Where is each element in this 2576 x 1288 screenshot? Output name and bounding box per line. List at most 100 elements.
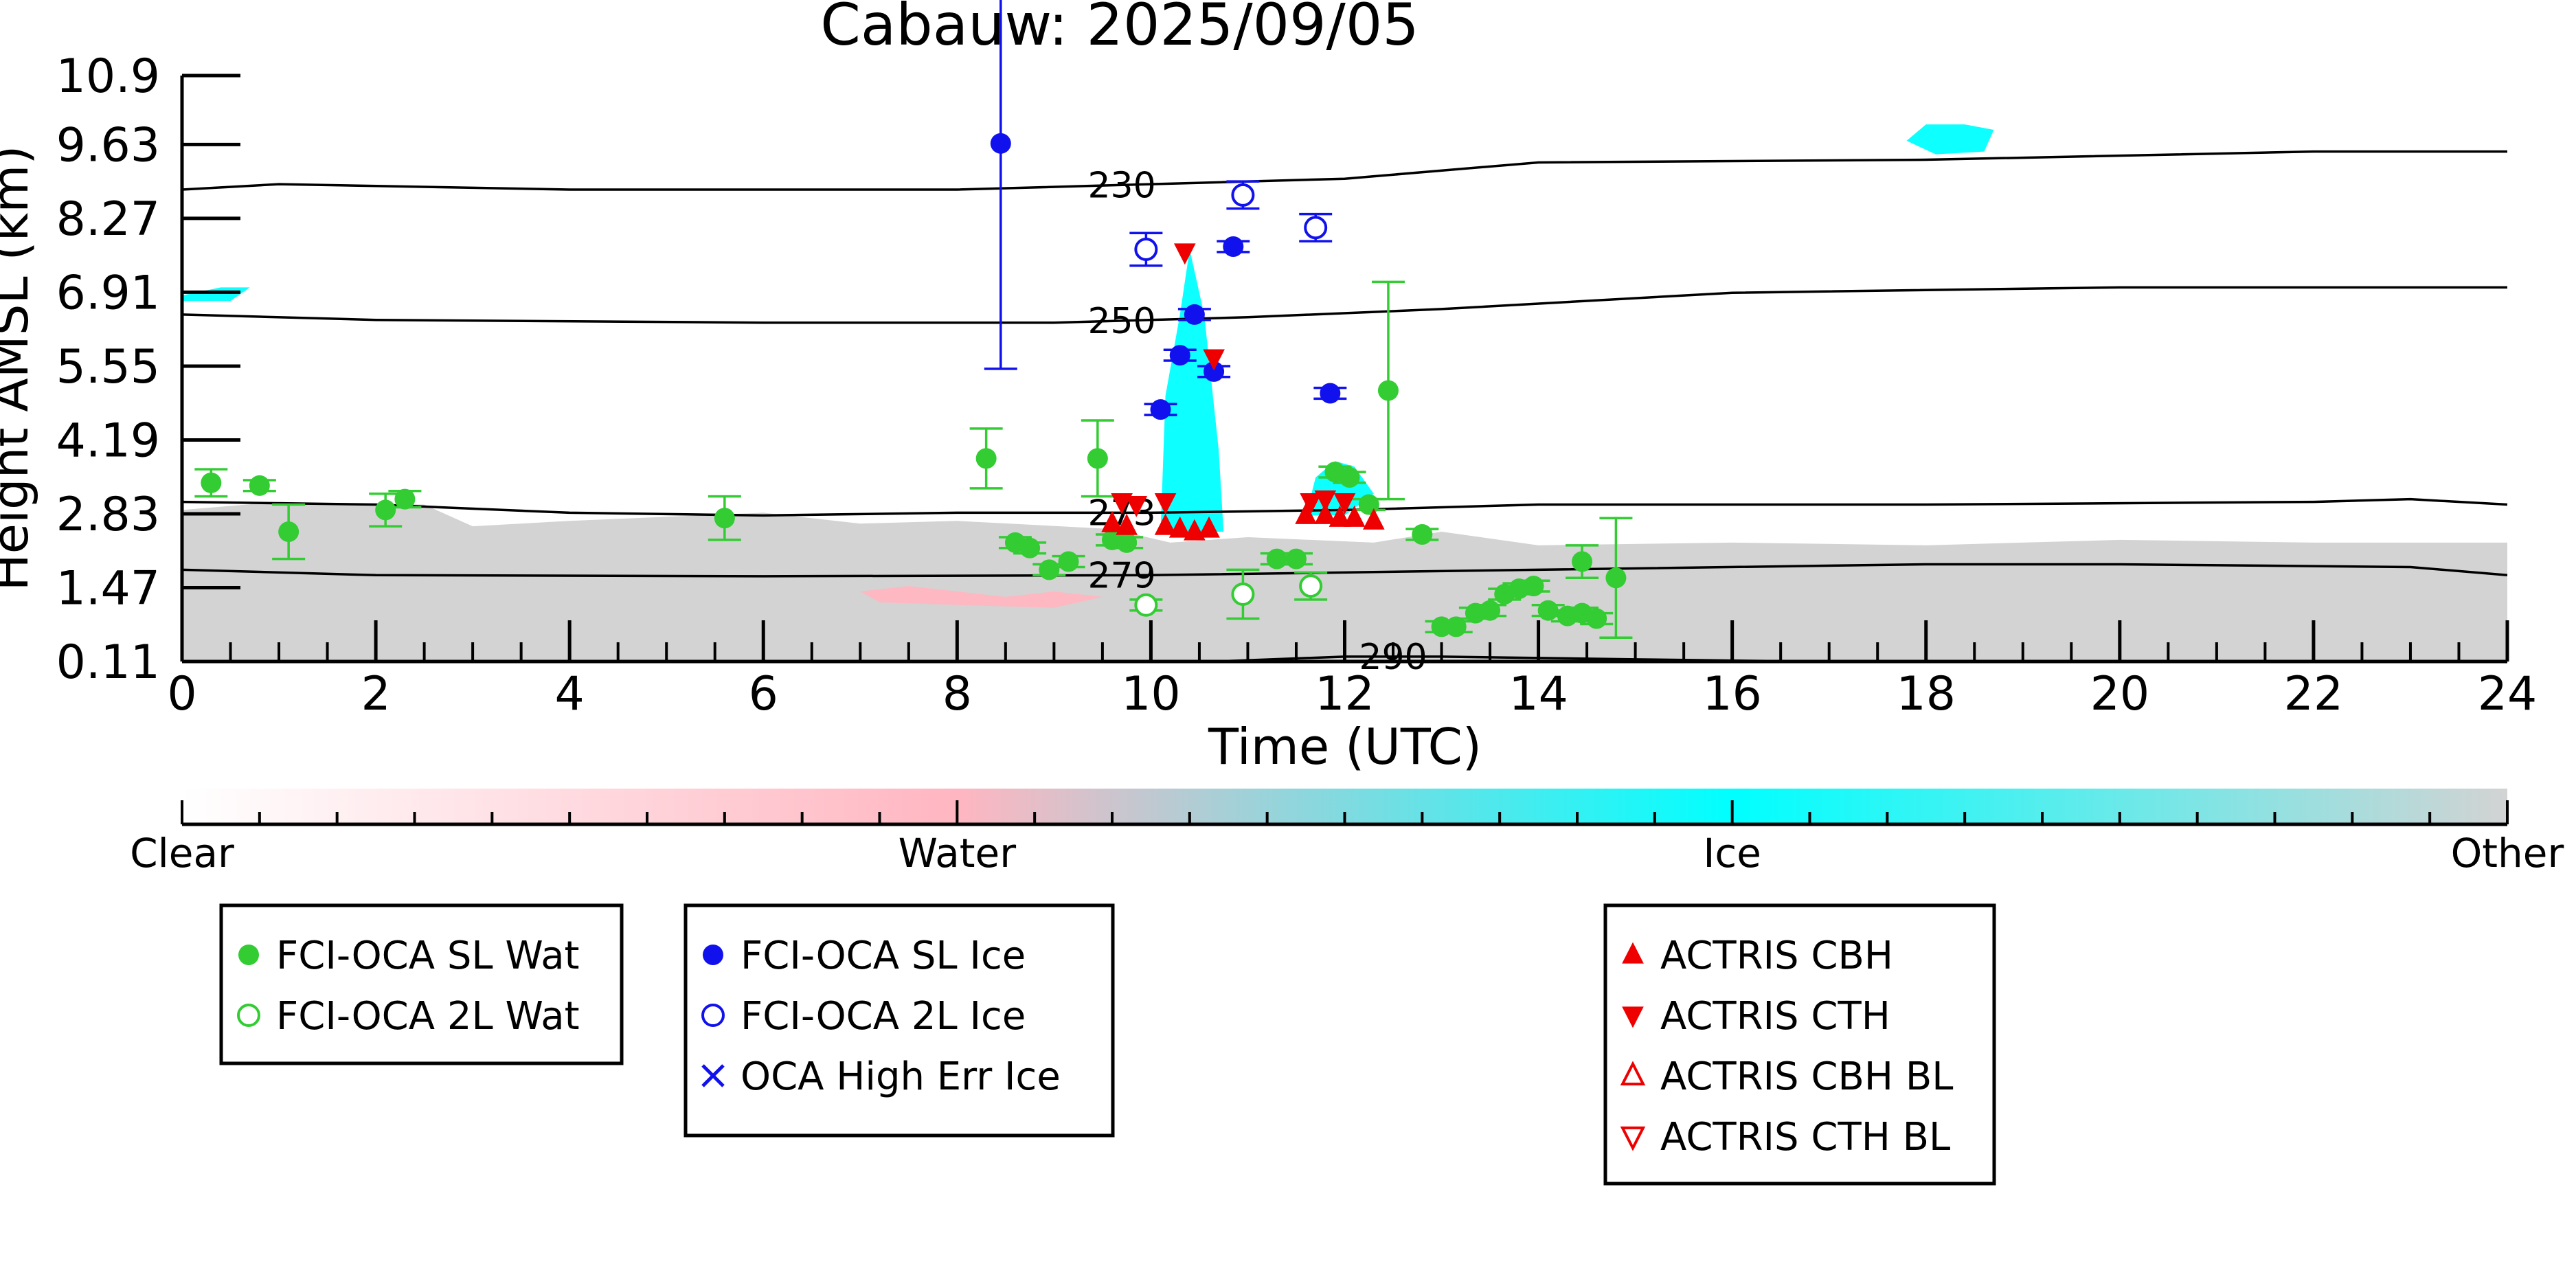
legend-marker	[701, 1064, 725, 1087]
legend-entry: ACTRIS CBH	[1622, 934, 1893, 978]
legend-marker	[701, 1004, 725, 1027]
x-tick-label: 22	[2284, 667, 2344, 721]
data-point	[1134, 593, 1158, 617]
y-tick-label: 6.91	[56, 266, 160, 320]
data-point	[1300, 493, 1322, 515]
legend-marker-stroke-b	[701, 1064, 725, 1087]
legend-entry: ACTRIS CTH	[1622, 994, 1890, 1039]
data-point	[1266, 548, 1287, 569]
region-ice-4	[1906, 124, 1994, 155]
data-point	[1198, 516, 1220, 538]
data-point	[375, 499, 396, 521]
data-point	[1314, 490, 1337, 512]
data-point	[278, 521, 300, 543]
y-tick-label: 2.83	[56, 488, 160, 542]
data-point	[714, 508, 735, 529]
series-actris-cth	[1111, 243, 1356, 517]
data-point	[1314, 502, 1337, 524]
legend-frame	[1603, 903, 1996, 1186]
legend-label: FCI-OCA 2L Wat	[276, 994, 580, 1039]
legend-entry: OCA High Err Ice	[701, 1054, 1061, 1099]
data-point	[1204, 361, 1225, 382]
contour-line-279	[181, 563, 2508, 578]
y-tick-label: 10.9	[56, 49, 160, 104]
data-point	[1537, 600, 1559, 621]
data-point	[1586, 608, 1607, 629]
x-tick-label: 20	[2090, 667, 2150, 721]
x-tick-label: 14	[1509, 667, 1568, 721]
contour-line-230	[181, 150, 2507, 191]
y-ticks: 0.11 1.47 2.83 4.19 5.55 6.91 8.27 9.63 10.9	[56, 49, 240, 690]
data-point	[1572, 551, 1593, 572]
data-markers	[194, 0, 1633, 639]
data-point	[1154, 493, 1177, 515]
x-tick-label: 0	[167, 667, 196, 721]
data-point	[1203, 349, 1225, 371]
data-point	[1116, 532, 1138, 553]
cloud-classification-layer	[182, 124, 2507, 662]
series-actris-cbh	[1101, 502, 1385, 541]
data-point	[1329, 505, 1351, 527]
y-tick-label: 9.63	[56, 118, 160, 172]
data-point	[1169, 345, 1190, 366]
region-ice-2	[1160, 249, 1224, 532]
colorbar: Clear Water Ice Other	[130, 789, 2564, 877]
data-point	[1125, 495, 1148, 517]
legend-entry: FCI-OCA 2L Wat	[237, 994, 580, 1039]
data-point	[1320, 383, 1341, 404]
series-fci-oca-sl-ice	[984, 0, 1347, 420]
y-tick-label: 5.55	[56, 340, 160, 394]
data-point	[1343, 505, 1366, 527]
legend-frame	[683, 903, 1115, 1138]
data-point	[201, 472, 222, 493]
axes: 0 2 4 6 8 10 12 14 16 18 20 22 24 0.111.472.834.195.…	[56, 49, 2538, 721]
series-fci-oca-2l-wat	[1129, 568, 1328, 620]
legend-label: FCI-OCA SL Ice	[741, 934, 1026, 978]
data-point	[1339, 467, 1360, 488]
data-point	[1358, 494, 1379, 515]
y-tick-label: 1.47	[56, 561, 160, 615]
data-point	[1362, 508, 1385, 530]
data-point	[1605, 567, 1627, 589]
legend-frame	[219, 903, 624, 1065]
data-point	[1333, 493, 1356, 515]
data-point	[1058, 551, 1079, 572]
legend-label: ACTRIS CBH	[1660, 934, 1893, 978]
data-point	[975, 448, 997, 469]
legend-label: ACTRIS CTH BL	[1660, 1115, 1950, 1160]
y-tick-label: 0.11	[56, 635, 160, 690]
legend-label: ACTRIS CBH BL	[1660, 1054, 1953, 1099]
data-point	[1299, 574, 1323, 598]
legend-entry: FCI-OCA SL Wat	[238, 934, 580, 978]
data-point	[1231, 183, 1255, 207]
data-point	[1168, 516, 1191, 538]
data-point	[1116, 513, 1138, 535]
x-tick-label: 18	[1896, 667, 1956, 721]
colorbar-label: Clear	[130, 830, 234, 877]
data-point	[1184, 304, 1205, 325]
data-point	[1285, 548, 1307, 569]
data-point	[1445, 616, 1467, 637]
data-point	[1304, 216, 1328, 240]
legend-1: FCI-OCA SL Wat FCI-OCA 2L Wat	[219, 903, 624, 1065]
legends: FCI-OCA SL Wat FCI-OCA 2L Wat FCI-OCA SL I…	[219, 903, 1996, 1186]
contour-label-279: 279	[1087, 555, 1155, 596]
colorbar-ticks	[181, 800, 2509, 824]
legend-label: FCI-OCA 2L Ice	[741, 994, 1026, 1039]
data-point	[1377, 380, 1399, 401]
data-point	[1173, 243, 1196, 265]
region-water-1	[860, 586, 1103, 608]
data-point	[1134, 237, 1158, 261]
contour-label-230: 230	[1087, 165, 1155, 206]
legend-entry: FCI-OCA 2L Ice	[701, 994, 1026, 1039]
data-point	[1412, 524, 1433, 545]
legend-entry: ACTRIS CBH BL	[1620, 1054, 1953, 1099]
x-tick-label: 8	[942, 667, 972, 721]
x-axis-label: Time (UTC)	[1208, 718, 1482, 776]
x-tick-label: 12	[1315, 667, 1375, 721]
data-point	[249, 475, 270, 496]
plot-area: 230250273279290	[181, 0, 2508, 678]
data-point	[1154, 513, 1177, 535]
legend-marker	[1620, 1061, 1646, 1086]
